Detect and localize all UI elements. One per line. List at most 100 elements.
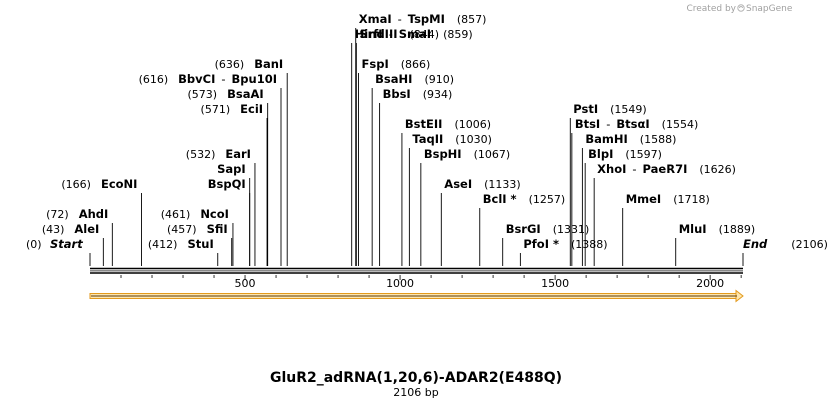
site-name: XhoI [597, 162, 626, 176]
snapgene-logo-icon [737, 4, 745, 12]
site-name: BamHI [585, 132, 627, 146]
site-bcli[interactable]: BclI * (1257) [483, 192, 565, 206]
site-sapi[interactable]: SapI [217, 162, 246, 176]
site-bamhi[interactable]: BamHI (1588) [585, 132, 676, 146]
map-length: 2106 bp [393, 386, 438, 399]
site-name: BanI [254, 57, 283, 71]
site-bsahi[interactable]: BsaHI (910) [375, 72, 454, 86]
site-asei[interactable]: AseI (1133) [444, 177, 520, 191]
site-start[interactable]: Start (0) [26, 237, 83, 251]
site-position: (1030) [455, 133, 492, 146]
site-name: HindIII [355, 27, 398, 41]
site-name: EcoNI [101, 177, 137, 191]
site-end[interactable]: End (2106) [743, 237, 828, 251]
site-position: (2106) [791, 238, 828, 251]
site-position: (461) [161, 208, 191, 221]
site-btsi[interactable]: BtsI - BtsαI (1554) [575, 117, 698, 131]
site-position: (571) [201, 103, 231, 116]
site-pfoi[interactable]: PfoI * (1388) [523, 237, 607, 251]
site-name: Start [50, 237, 83, 251]
site-blpi[interactable]: BlpI (1597) [588, 147, 662, 161]
site-mmei[interactable]: MmeI (1718) [626, 192, 710, 206]
site-position: (934) [423, 88, 453, 101]
site-bbvci[interactable]: BbvCI - Bpu10I (616) [139, 72, 277, 86]
site-alei[interactable]: AleI (43) [42, 222, 100, 236]
site-position: (1133) [484, 178, 521, 191]
site-name: BtsI [575, 117, 600, 131]
site-eari[interactable]: EarI (532) [186, 147, 251, 161]
site-position: (1626) [699, 163, 736, 176]
created-by-text: Created by [686, 4, 736, 14]
snapgene-brand[interactable]: Created by SnapGene [686, 4, 792, 14]
site-xmai[interactable]: XmaI - TspMI (857) [359, 12, 487, 26]
feature-arrow[interactable] [89, 289, 744, 303]
snapgene-app-name: SnapGene [746, 4, 793, 14]
site-name: BspQI [208, 177, 246, 191]
site-sep: - [606, 117, 610, 131]
site-sfii[interactable]: SfiI (457) [167, 222, 228, 236]
site-econi[interactable]: EcoNI (166) [61, 177, 137, 191]
site-position: (0) [26, 238, 42, 251]
site-bsrgi[interactable]: BsrGI (1331) [506, 222, 590, 236]
axis-label: 1500 [541, 277, 569, 290]
site-bsteii[interactable]: BstEII (1006) [405, 117, 491, 131]
site-alias: BtsαI [616, 117, 649, 131]
site-name: BsrGI [506, 222, 541, 236]
site-name: BclI * [483, 192, 517, 206]
site-name: SfiI [207, 222, 228, 236]
axis-label: 1000 [386, 277, 414, 290]
site-position: (857) [457, 13, 487, 26]
site-position: (457) [167, 223, 197, 236]
site-bsphi[interactable]: BspHI (1067) [424, 147, 510, 161]
site-position: (412) [148, 238, 178, 251]
site-alias: PaeR7I [643, 162, 688, 176]
site-name: AhdI [79, 207, 109, 221]
site-position: (866) [401, 58, 431, 71]
site-position: (636) [215, 58, 245, 71]
site-position: (1718) [673, 193, 710, 206]
site-position: (1889) [719, 223, 756, 236]
bp-axis: 500 1000 1500 2000 [120, 275, 742, 290]
site-bani[interactable]: BanI (636) [215, 57, 284, 71]
site-name: AseI [444, 177, 472, 191]
site-position: (1257) [529, 193, 566, 206]
dna-backbone[interactable] [90, 267, 743, 274]
site-bsaai[interactable]: BsaAI (573) [188, 87, 264, 101]
site-lines [89, 28, 744, 266]
site-ahdi[interactable]: AhdI (72) [46, 207, 108, 221]
site-ecii[interactable]: EciI (571) [201, 102, 264, 116]
site-sep: - [632, 162, 636, 176]
site-name: SrfI [359, 27, 382, 41]
site-name: BbsI [383, 87, 411, 101]
site-sep: - [221, 72, 225, 86]
site-stui[interactable]: StuI (412) [148, 237, 214, 251]
site-fspi[interactable]: FspI (866) [362, 57, 431, 71]
site-srfi[interactable]: SrfI - SmaI (859) [359, 27, 472, 41]
site-position: (859) [443, 28, 473, 41]
axis-label: 500 [235, 277, 256, 290]
site-alias: TspMI [408, 12, 445, 26]
site-mlui[interactable]: MluI (1889) [679, 222, 755, 236]
site-name: AleI [74, 222, 99, 236]
site-bspqi[interactable]: BspQI [208, 177, 246, 191]
site-position: (844) [410, 28, 440, 41]
site-psti[interactable]: PstI (1549) [573, 102, 646, 116]
site-taqii[interactable]: TaqII (1030) [412, 132, 492, 146]
site-name: XmaI [359, 12, 392, 26]
site-xhoi[interactable]: XhoI - PaeR7I (1626) [597, 162, 736, 176]
site-position: (1006) [454, 118, 491, 131]
site-ncoi[interactable]: NcoI (461) [161, 207, 229, 221]
site-name: BstEII [405, 117, 443, 131]
site-labels: Start (0)AleI(43)AhdI (72) EcoNI (166) StuI(4… [26, 12, 828, 251]
site-name: SapI [217, 162, 246, 176]
site-position: (910) [424, 73, 454, 86]
site-hindiii[interactable]: HindIII (844) [355, 27, 439, 41]
site-position: (1388) [571, 238, 608, 251]
site-name: End [743, 237, 768, 251]
site-name: PfoI * [523, 237, 559, 251]
site-position: (72) [46, 208, 69, 221]
map-title: GluR2_adRNA(1,20,6)-ADAR2(E488Q) [270, 370, 562, 386]
site-position: (1588) [640, 133, 677, 146]
site-bbsi[interactable]: BbsI (934) [383, 87, 453, 101]
site-position: (166) [61, 178, 91, 191]
